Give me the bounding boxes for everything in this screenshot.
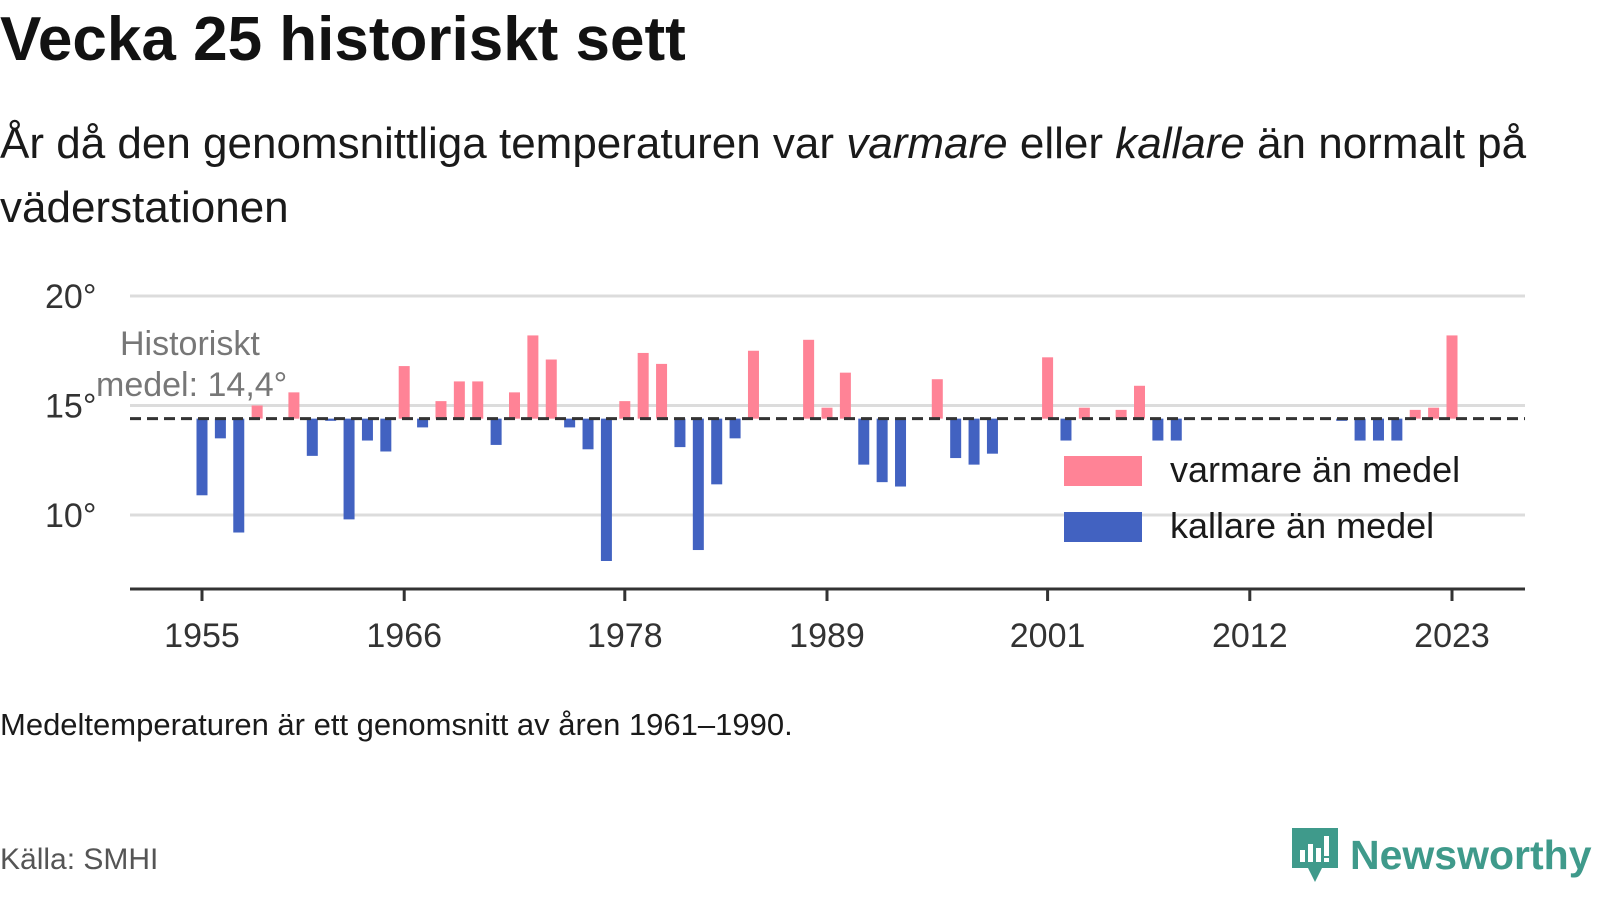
y-tick-label: 20° [45,278,96,316]
bar-warm [1042,357,1054,419]
bar-warm [1134,385,1145,419]
bar-warm [509,392,520,419]
bar-cold [1372,418,1384,441]
brand-logo[interactable]: Newsworthy [1290,826,1592,884]
bar-cold [895,418,907,487]
bar-warm [747,350,759,419]
bar-warm [803,339,815,419]
legend-warm-label: varmare än medel [1170,449,1460,490]
bar-cold [986,418,998,454]
x-tick-label: 1966 [366,617,442,655]
bar-cold [325,418,337,421]
bar-cold [306,418,318,456]
bar-cold [380,418,392,452]
subtitle-text-3: än normalt på väderstationen [0,119,1527,232]
source-label: Källa: SMHI [0,843,159,876]
baseline-label-line-2: medel: 14,4° [96,366,287,404]
bar-cold [858,418,870,465]
newsworthy-logo-icon [1292,828,1338,882]
baseline-label-line-1: Historiskt [120,325,260,363]
bar-cold [1060,418,1072,441]
subtitle-text-1: År då den genomsnittliga temperaturen va… [0,119,847,168]
subtitle-text-2: eller [1007,119,1116,168]
legend-cold-swatch [1064,512,1142,542]
bar-cold [876,418,888,483]
bar-cold [490,418,502,445]
bar-cold [711,418,723,485]
bar-warm [1428,407,1440,419]
bar-warm [839,372,851,419]
bar-cold [1170,418,1182,441]
bar-warm [527,335,539,419]
chart-subtitle: År då den genomsnittliga temperaturen va… [0,112,1560,240]
bar-cold [729,418,741,439]
bar-warm [1078,407,1090,419]
bar-warm [1115,409,1127,419]
bar-cold [564,418,576,428]
bar-cold [600,418,612,561]
bar-warm [619,401,631,419]
bar-cold [196,418,208,496]
x-tick-label: 2023 [1414,617,1490,655]
bar-warm [398,366,410,419]
bar-warm [1409,409,1421,419]
bar-warm [656,363,668,419]
bar-cold [674,418,686,448]
bar-warm [435,401,447,419]
x-tick-label: 1978 [587,617,663,655]
bar-warm [288,392,300,419]
subtitle-colder: kallare [1115,119,1245,168]
bar-cold [343,418,355,520]
bar-cold [692,418,704,551]
brand-name: Newsworthy [1350,831,1592,878]
legend-warm-swatch [1064,456,1142,486]
footnote: Medeltemperaturen är ett genomsnitt av å… [0,707,793,742]
bar-cold [582,418,594,450]
bar-cold [968,418,980,465]
bar-cold [1354,418,1366,441]
bar-warm [472,381,484,419]
bar-cold [214,418,226,439]
chart-title: Vecka 25 historiskt sett [0,5,686,74]
y-tick-label: 10° [45,497,96,535]
bar-cold [233,418,245,533]
subtitle-warmer: varmare [846,119,1008,168]
bar-warm [821,407,833,419]
x-tick-label: 1955 [164,617,240,655]
bar-warm [545,359,557,419]
bar-warm [637,352,649,419]
y-tick-label: 15° [45,388,96,426]
x-tick-label: 2012 [1212,617,1288,655]
legend-cold-label: kallare än medel [1170,505,1434,546]
x-tick-label: 1989 [789,617,865,655]
bar-warm [453,381,465,419]
bar-cold [361,418,373,441]
bar-cold [417,418,429,428]
bar-cold [1391,418,1403,441]
bar-warm [251,405,263,419]
bar-cold [950,418,962,459]
bar-warm [931,379,943,419]
bar-warm [1446,335,1458,419]
x-tick-label: 2001 [1010,617,1086,655]
bar-cold [1152,418,1164,441]
